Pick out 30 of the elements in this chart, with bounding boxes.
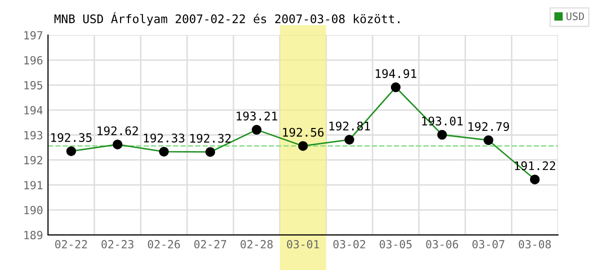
x-tick-label: 02-27 [194, 240, 226, 248]
data-label: 192.35 [51, 133, 92, 142]
y-tick-label: 195 [24, 81, 42, 90]
data-label: 192.33 [144, 134, 184, 142]
y-tick-label: 193 [24, 131, 42, 140]
x-tick-label: 03-02 [333, 240, 366, 248]
x-tick-label: 03-05 [380, 240, 412, 248]
x-tick-label: 02-28 [240, 240, 273, 248]
y-tick-label: 196 [24, 56, 42, 64]
chart-title: MNB USD Árfolyam 2007-02-22 és 2007-03-08 között. [54, 12, 400, 26]
data-label: 193.21 [236, 112, 278, 121]
y-tick-label: 190 [24, 206, 42, 214]
y-tick-label: 192 [24, 156, 42, 164]
y-tick-label: 197 [24, 31, 42, 40]
x-tick-label: 02-23 [102, 240, 134, 248]
y-tick-label: 189 [24, 230, 42, 240]
x-tick-label: 03-06 [426, 240, 458, 248]
data-label: 192.62 [98, 126, 138, 136]
y-tick-label: 194 [24, 106, 43, 114]
data-label: 192.56 [283, 128, 324, 137]
y-tick-label: 191 [24, 180, 42, 190]
x-tick-label: 02-26 [148, 240, 180, 248]
data-label: 192.32 [190, 134, 231, 143]
legend-label: USD [566, 12, 584, 20]
x-tick-label: 03-07 [472, 240, 504, 248]
x-tick-label: 03-08 [518, 240, 551, 248]
data-label: 192.79 [468, 122, 509, 132]
x-tick-label: 03-01 [287, 240, 319, 248]
data-label: 194.91 [376, 69, 416, 78]
x-tick-label: 02-22 [55, 240, 87, 248]
